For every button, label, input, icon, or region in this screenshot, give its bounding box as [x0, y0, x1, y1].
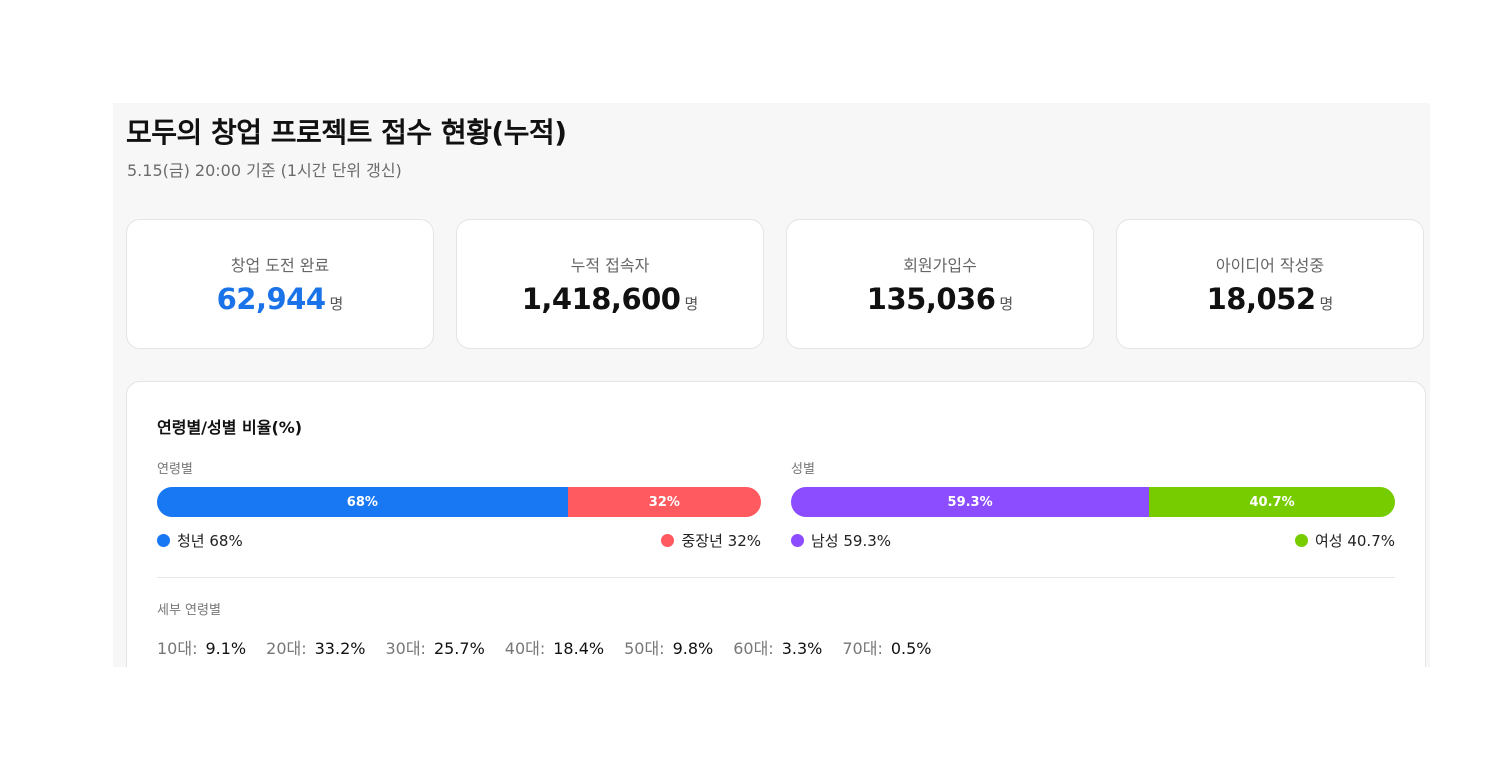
stat-card-signups: 회원가입수 135,036 명 [786, 219, 1094, 349]
stat-value: 135,036 [866, 282, 996, 316]
ratio-title: 연령별/성별 비율(%) [157, 418, 303, 437]
age-segment-middle-aged: 32% [567, 487, 761, 517]
legend-dot [791, 534, 804, 547]
detail-age-item: 30대: 25.7% [385, 635, 484, 659]
detail-age-label: 세부 연령별 [157, 603, 221, 618]
detail-age-percent: 9.1% [205, 639, 247, 658]
legend-male: 남성 59.3% [791, 530, 891, 551]
detail-age-percent: 25.7% [433, 639, 485, 658]
dashboard-panel: 모두의 창업 프로젝트 접수 현황(누적) 5.15(금) 20:00 기준 (… [113, 103, 1430, 667]
stat-unit: 명 [999, 295, 1014, 313]
gender-ratio-bar: 59.3% 40.7% [791, 487, 1395, 517]
page-title: 모두의 창업 프로젝트 접수 현황(누적) [126, 116, 567, 149]
stat-card-ideas-in-progress: 아이디어 작성중 18,052 명 [1116, 219, 1424, 349]
stat-value-row: 1,418,600 명 [457, 282, 763, 316]
legend-label: 중장년 32% [681, 532, 761, 550]
legend-label: 청년 68% [177, 532, 243, 550]
age-segment-youth: 68% [157, 487, 568, 517]
update-timestamp: 5.15(금) 20:00 기준 (1시간 단위 갱신) [127, 161, 402, 180]
stat-value: 62,944 [216, 282, 326, 316]
detail-age-percent: 9.8% [672, 639, 714, 658]
legend-label: 남성 59.3% [811, 532, 892, 550]
legend-dot [1294, 534, 1308, 547]
gender-group-label: 성별 [791, 462, 815, 477]
stat-unit: 명 [684, 295, 699, 313]
stat-value-row: 135,036 명 [787, 282, 1093, 316]
stat-label: 누적 접속자 [570, 256, 650, 275]
legend-dot [157, 534, 170, 547]
detail-age-percent: 33.2% [314, 639, 366, 658]
stat-unit: 명 [329, 295, 344, 313]
detail-age-item: 10대: 9.1% [157, 635, 246, 659]
detail-age-group: 50대: [624, 639, 665, 658]
detail-age-item: 70대: 0.5% [842, 635, 931, 659]
stat-label: 아이디어 작성중 [1215, 256, 1325, 275]
gender-segment-female: 40.7% [1149, 487, 1395, 517]
detail-age-item: 50대: 9.8% [624, 635, 713, 659]
legend-middle-aged: 중장년 32% [661, 530, 761, 551]
stat-card-total-visitors: 누적 접속자 1,418,600 명 [456, 219, 764, 349]
stat-label: 창업 도전 완료 [230, 256, 330, 275]
detail-age-item: 20대: 33.2% [266, 635, 365, 659]
legend-female: 여성 40.7% [1294, 530, 1395, 551]
detail-age-item: 40대: 18.4% [505, 635, 604, 659]
legend-youth: 청년 68% [157, 530, 243, 551]
legend-label: 여성 40.7% [1314, 532, 1395, 550]
age-ratio-bar: 68% 32% [157, 487, 761, 517]
detail-age-row: 10대: 9.1% 20대: 33.2% 30대: 25.7% 40대: 18.4% 5… [157, 635, 952, 659]
legend-dot [661, 534, 675, 547]
stat-value: 1,418,600 [521, 282, 681, 316]
stat-value-row: 18,052 명 [1117, 282, 1423, 316]
detail-age-item: 60대: 3.3% [733, 635, 822, 659]
ratio-card: 연령별/성별 비율(%) 연령별 68% 32% 청년 68% 중장년 32% … [126, 381, 1426, 667]
section-divider [157, 577, 1395, 578]
detail-age-group: 40대: [504, 639, 546, 658]
stat-value: 18,052 [1206, 282, 1316, 316]
stat-card-challenge-complete: 창업 도전 완료 62,944 명 [126, 219, 434, 349]
detail-age-percent: 18.4% [553, 639, 605, 658]
detail-age-group: 10대: [157, 639, 198, 658]
gender-segment-male: 59.3% [791, 487, 1150, 517]
age-group-label: 연령별 [157, 462, 193, 477]
detail-age-group: 60대: [733, 639, 774, 658]
detail-age-group: 20대: [266, 639, 307, 658]
detail-age-percent: 3.3% [781, 639, 823, 658]
stat-unit: 명 [1319, 295, 1334, 313]
stat-label: 회원가입수 [903, 256, 977, 275]
detail-age-group: 30대: [385, 639, 426, 658]
detail-age-percent: 0.5% [890, 639, 932, 658]
detail-age-group: 70대: [842, 639, 883, 658]
stat-value-row: 62,944 명 [127, 282, 433, 316]
